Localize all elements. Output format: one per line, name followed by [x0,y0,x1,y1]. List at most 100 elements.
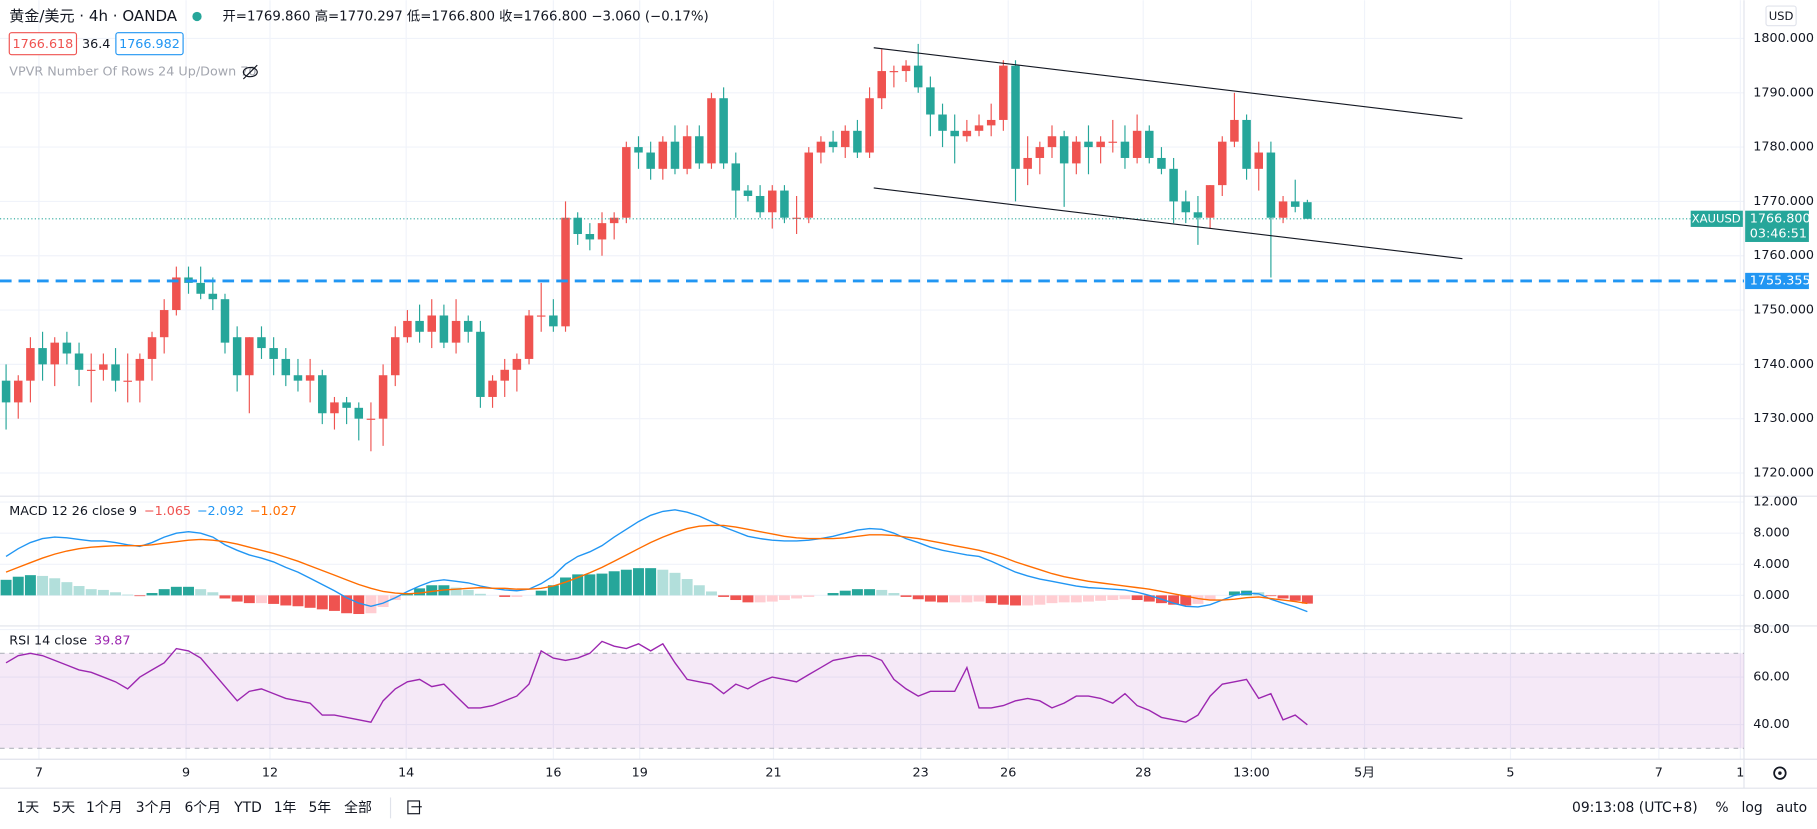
histogram-bar [499,595,511,597]
histogram-bar [97,589,109,596]
y-tick-label: 1800.000 [1753,31,1814,46]
candle-body [780,190,789,218]
x-tick-label: 5月 [1354,766,1375,781]
candle-body [427,315,436,332]
ticker-label: XAUUSD [1692,211,1741,225]
y-tick-label: 1770.000 [1753,194,1814,209]
histogram-bar [353,595,365,615]
histogram-bar [900,595,912,597]
x-tick-label: 7 [35,766,43,781]
candle-body [281,358,291,376]
candle-body [1278,201,1288,218]
x-tick-label: 7 [1655,766,1663,781]
candle-body [1023,157,1032,169]
histogram-bar [997,595,1009,605]
candle-body [622,147,631,218]
ask-box[interactable] [115,32,184,56]
candle-body [804,152,814,218]
histogram-bar [754,595,766,603]
candle-body [536,315,546,317]
candle-body [245,337,254,376]
range-button[interactable]: 1个月 [86,800,123,816]
range-button[interactable]: 3个月 [136,800,173,816]
compare-icon[interactable] [407,800,422,815]
x-tick-label: 13:00 [1233,766,1270,781]
candle-body [196,282,205,294]
candle-body [1193,212,1203,218]
trendline [873,187,1463,260]
indicator-line [5,524,1308,605]
histogram-bar [243,595,255,604]
histogram-bar [341,595,353,614]
histogram-bar [1034,595,1046,605]
candle-body [609,217,619,224]
histogram-bar [365,595,377,614]
candle-body [111,364,120,381]
range-button[interactable]: 5天 [52,800,75,816]
x-tick-label: 19 [632,766,648,781]
histogram-bar [1095,595,1107,601]
currency: USD [1769,9,1794,23]
candle-body [853,130,862,153]
candle-body [403,320,412,338]
x-tick-label: 21 [765,766,781,781]
range-button[interactable]: 6个月 [184,800,221,816]
settings-icon[interactable] [1773,766,1787,780]
bid-box[interactable] [8,32,78,56]
trendline [873,47,1463,120]
x-tick-label: 23 [913,766,929,781]
candle-body [634,147,643,153]
histogram-bar [572,574,584,596]
range-button[interactable]: 1天 [16,800,39,816]
hide-icon[interactable] [242,64,258,80]
log-button[interactable]: log [1742,800,1763,816]
indicator-title: RSI 14 close [9,634,87,649]
candle-body [1181,201,1191,213]
candle-body [500,369,509,381]
range-button[interactable]: YTD [233,800,262,816]
candle-body [524,315,534,359]
histogram-bar [37,575,49,596]
x-tick-label: 28 [1135,766,1151,781]
currency-button[interactable] [1765,5,1797,27]
histogram-bar [1010,595,1021,606]
y-tick-label: 8.000 [1753,526,1789,541]
candle-body [549,315,558,327]
candle-body [135,358,145,381]
histogram-bar [328,595,340,611]
histogram-bar [256,595,267,604]
percent-button[interactable]: % [1715,800,1728,816]
y-tick-label: 80.00 [1753,622,1789,637]
candle-body [962,130,972,137]
range-button[interactable]: 5年 [308,800,331,816]
candle-body [451,320,461,343]
y-tick-label: 1780.000 [1753,140,1814,155]
histogram-bar [608,571,620,596]
histogram-bar [1301,595,1313,604]
candle-body [670,141,680,169]
candle-body [719,98,728,164]
histogram-bar [535,590,547,596]
auto-button[interactable]: auto [1776,800,1807,816]
y-tick-label: 1750.000 [1753,303,1814,318]
histogram-bar [766,595,778,602]
candle-body [1303,202,1312,219]
range-button[interactable]: 1年 [274,800,297,816]
candle-body [1120,141,1130,158]
candle-body [269,348,278,359]
histogram-bar [645,568,657,596]
last-price-box [1745,210,1809,242]
indicator-line [5,640,1308,726]
candle-body [597,223,607,240]
candle-body [463,320,473,332]
candle-body [391,337,400,376]
y-tick-label: 1730.000 [1753,411,1814,426]
candle-body [1011,65,1020,169]
candle-body [1108,141,1118,143]
histogram-bar [1119,595,1131,600]
range-button[interactable]: 全部 [344,799,372,816]
candle-body [865,98,874,153]
spread: 36.4 [82,37,110,52]
histogram-bar [158,589,170,596]
candle-body [378,375,388,419]
